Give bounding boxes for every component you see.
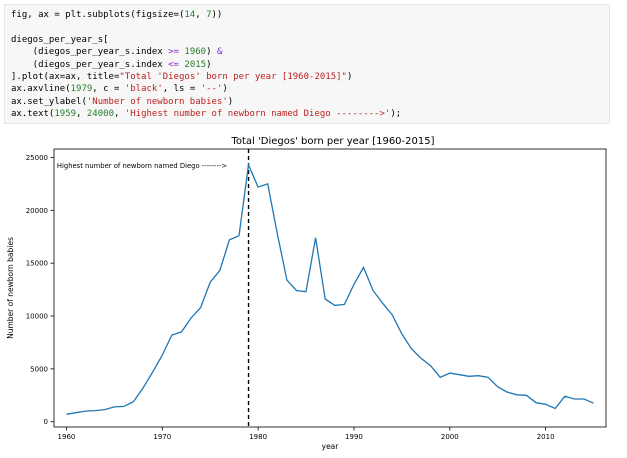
- code-token: ,: [113, 109, 125, 120]
- code-token: 1979: [70, 84, 93, 95]
- line-chart: Total 'Diegos' born per year [1960-2015]…: [6, 136, 607, 451]
- code-token: , c =: [92, 84, 125, 95]
- code-token: 1960: [184, 47, 207, 58]
- code-line: ax.text(1959, 24000, 'Highest number of …: [11, 108, 603, 120]
- code-token: ): [346, 71, 353, 82]
- code-line: ].plot(ax=ax, title="Total 'Diegos' born…: [11, 71, 603, 83]
- y-tick-label: 25000: [26, 154, 48, 162]
- code-token: );: [390, 109, 402, 120]
- code-line: ax.set_ylabel('Number of newborn babies'…: [11, 96, 603, 108]
- y-tick-label: 15000: [26, 260, 48, 268]
- code-token: "Total 'Diegos' born per year [1960-2015…: [119, 71, 347, 82]
- code-token: 7: [206, 10, 212, 20]
- code-line: [11, 21, 603, 33]
- code-token: , ls =: [162, 84, 201, 95]
- x-tick-label: 1970: [153, 433, 171, 441]
- code-line: (diegos_per_year_s.index >= 1960) &: [11, 46, 603, 58]
- plot-area: [53, 148, 607, 428]
- code-token: diegos_per_year_s[: [11, 34, 109, 45]
- code-token: 2015: [184, 59, 207, 70]
- y-tick-label: 10000: [26, 313, 48, 321]
- code-token: (diegos_per_year_s.index: [11, 47, 169, 58]
- code-token: 'Number of newborn babies': [86, 96, 228, 107]
- code-token: ): [222, 84, 228, 95]
- code-token: ,: [195, 10, 207, 20]
- annotation-highest-diego: Highest number of newborn named Diego --…: [57, 162, 227, 170]
- code-token: 14: [184, 10, 196, 20]
- code-token: ax.text(: [11, 109, 55, 120]
- code-token: fig, ax = plt.subplots(figsize=(: [11, 10, 185, 20]
- code-token: (diegos_per_year_s.index: [11, 59, 169, 70]
- x-axis-label: year: [322, 442, 340, 451]
- code-token: 24000: [86, 109, 114, 120]
- x-tick-label: 2010: [537, 433, 555, 441]
- x-tick-label: 2000: [441, 433, 459, 441]
- code-token: 'black': [124, 84, 163, 95]
- code-token: ,: [76, 109, 87, 120]
- code-token: '--': [200, 84, 223, 95]
- code-token: ax.set_ylabel(: [11, 96, 87, 107]
- x-tick-label: 1960: [58, 433, 76, 441]
- code-token: ax.axvline(: [11, 84, 71, 95]
- code-line: diegos_per_year_s[: [11, 34, 603, 46]
- code-token: ): [206, 47, 217, 58]
- code-token: 'Highest number of newborn named Diego -…: [124, 109, 391, 120]
- y-tick-label: 5000: [30, 365, 48, 373]
- code-cell[interactable]: fig, ax = plt.subplots(figsize=(14, 7)) d…: [4, 4, 610, 124]
- code-token: 1959: [54, 109, 77, 120]
- code-line: ax.axvline(1979, c = 'black', ls = '--'): [11, 83, 603, 95]
- y-tick-label: 0: [44, 418, 48, 426]
- chart-title: Total 'Diegos' born per year [1960-2015]: [230, 136, 434, 147]
- y-axis-label: Number of newborn babies: [6, 237, 15, 339]
- code-token: ): [227, 96, 234, 107]
- series-line-diegos: [66, 162, 594, 415]
- code-token: ].plot(ax=ax, title=: [11, 71, 120, 82]
- x-tick-label: 1990: [345, 433, 363, 441]
- code-token: <=: [168, 59, 179, 70]
- code-line: (diegos_per_year_s.index <= 2015): [11, 59, 603, 71]
- x-tick-label: 1980: [249, 433, 267, 441]
- code-token: ): [206, 59, 212, 70]
- code-token: &: [216, 47, 223, 58]
- code-token: )): [211, 10, 223, 20]
- y-tick-label: 20000: [26, 207, 48, 215]
- plot-output: Total 'Diegos' born per year [1960-2015]…: [0, 128, 627, 454]
- code-token: >=: [168, 47, 179, 58]
- code-line: fig, ax = plt.subplots(figsize=(14, 7)): [11, 9, 603, 21]
